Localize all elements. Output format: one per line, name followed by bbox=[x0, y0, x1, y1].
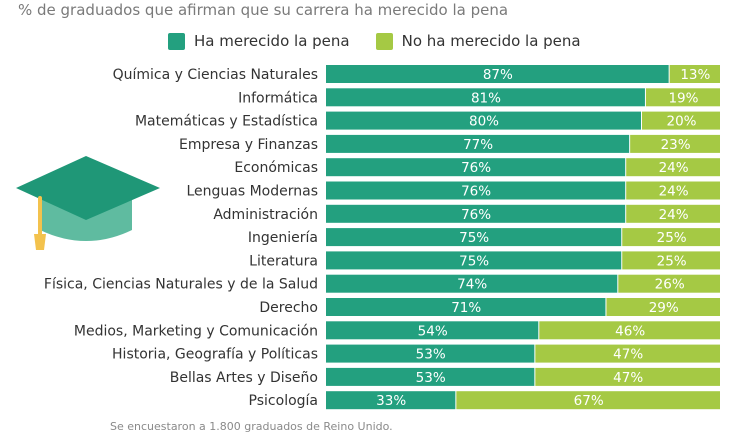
category-label-psicologia: Psicología bbox=[249, 393, 318, 409]
graduation-cap-icon bbox=[16, 156, 160, 250]
bar-negative-medios-marketing-y-comunicacion bbox=[539, 321, 720, 340]
data-label-positive-fisica-ciencias-naturales-y-de-la-salud: 74% bbox=[457, 277, 487, 293]
bar-positive-bellas-artes-y-diseno bbox=[326, 367, 535, 386]
data-label-positive-psicologia: 33% bbox=[376, 393, 406, 409]
tassel-end bbox=[34, 234, 46, 250]
category-label-empresa-y-finanzas: Empresa y Finanzas bbox=[179, 137, 318, 153]
category-label-quimica-y-ciencias-naturales: Química y Ciencias Naturales bbox=[113, 67, 318, 83]
bar-positive-medios-marketing-y-comunicacion bbox=[326, 321, 539, 340]
data-label-positive-bellas-artes-y-diseno: 53% bbox=[416, 370, 446, 386]
bar-negative-literatura bbox=[622, 251, 720, 270]
bar-negative-ingenieria bbox=[622, 228, 720, 247]
data-label-positive-derecho: 71% bbox=[451, 300, 481, 316]
bar-positive-quimica-y-ciencias-naturales bbox=[326, 65, 669, 83]
data-label-negative-economicas: 24% bbox=[659, 160, 689, 176]
data-label-positive-ingenieria: 75% bbox=[459, 230, 489, 246]
cap-board bbox=[16, 156, 160, 220]
data-label-negative-literatura: 25% bbox=[657, 253, 687, 269]
legend-swatch-positive bbox=[168, 32, 185, 50]
data-label-positive-informatica: 81% bbox=[471, 90, 501, 106]
category-label-matematicas-y-estadistica: Matemáticas y Estadística bbox=[135, 114, 318, 130]
chart-subtitle: % de graduados que afirman que su carrer… bbox=[18, 1, 509, 19]
bar-positive-ingenieria bbox=[326, 228, 622, 247]
data-label-positive-historia-geografia-y-politicas: 53% bbox=[416, 347, 446, 363]
bar-positive-empresa-y-finanzas bbox=[326, 134, 630, 153]
bar-negative-lenguas-modernas bbox=[626, 181, 720, 200]
bar-positive-lenguas-modernas bbox=[326, 181, 626, 200]
bar-negative-fisica-ciencias-naturales-y-de-la-salud bbox=[618, 274, 720, 293]
data-label-negative-historia-geografia-y-politicas: 47% bbox=[613, 347, 643, 363]
data-label-positive-lenguas-modernas: 76% bbox=[461, 184, 491, 200]
legend-item-negative: No ha merecido la pena bbox=[375, 32, 581, 50]
bar-negative-economicas bbox=[626, 158, 720, 177]
legend: Ha merecido la pena No ha merecido la pe… bbox=[168, 31, 607, 51]
data-label-negative-psicologia: 67% bbox=[574, 393, 604, 409]
legend-item-positive: Ha merecido la pena bbox=[168, 32, 350, 50]
bar-positive-historia-geografia-y-politicas bbox=[326, 344, 535, 363]
bar-negative-derecho bbox=[606, 298, 720, 316]
data-label-negative-ingenieria: 25% bbox=[657, 230, 687, 246]
data-label-negative-bellas-artes-y-diseno: 47% bbox=[613, 370, 643, 386]
legend-label-positive: Ha merecido la pena bbox=[194, 32, 350, 50]
data-label-negative-empresa-y-finanzas: 23% bbox=[661, 137, 691, 153]
bar-positive-psicologia bbox=[326, 391, 456, 410]
bar-positive-literatura bbox=[326, 251, 622, 270]
data-label-positive-administracion: 76% bbox=[461, 207, 491, 223]
bar-positive-fisica-ciencias-naturales-y-de-la-salud bbox=[326, 274, 618, 293]
data-label-positive-literatura: 75% bbox=[459, 253, 489, 269]
legend-swatch-negative bbox=[375, 32, 393, 50]
data-label-positive-empresa-y-finanzas: 77% bbox=[463, 137, 493, 153]
category-label-administracion: Administración bbox=[213, 207, 318, 223]
data-label-negative-medios-marketing-y-comunicacion: 46% bbox=[615, 323, 645, 339]
category-label-informatica: Informática bbox=[238, 90, 318, 106]
legend-label-negative: No ha merecido la pena bbox=[401, 32, 581, 50]
bar-negative-matematicas-y-estadistica bbox=[642, 111, 720, 130]
category-label-economicas: Económicas bbox=[234, 160, 318, 176]
bar-negative-quimica-y-ciencias-naturales bbox=[669, 65, 720, 83]
data-label-negative-administracion: 24% bbox=[659, 207, 689, 223]
category-label-bellas-artes-y-diseno: Bellas Artes y Diseño bbox=[170, 370, 318, 386]
category-label-fisica-ciencias-naturales-y-de-la-salud: Física, Ciencias Naturales y de la Salud bbox=[44, 277, 318, 293]
data-label-positive-quimica-y-ciencias-naturales: 87% bbox=[483, 67, 513, 83]
data-label-negative-lenguas-modernas: 24% bbox=[659, 184, 689, 200]
category-label-ingenieria: Ingeniería bbox=[248, 230, 318, 246]
category-label-lenguas-modernas: Lenguas Modernas bbox=[186, 184, 318, 200]
category-label-literatura: Literatura bbox=[249, 253, 318, 269]
data-label-positive-medios-marketing-y-comunicacion: 54% bbox=[418, 323, 448, 339]
category-label-historia-geografia-y-politicas: Historia, Geografía y Políticas bbox=[112, 347, 318, 363]
data-label-negative-fisica-ciencias-naturales-y-de-la-salud: 26% bbox=[655, 277, 685, 293]
data-label-positive-economicas: 76% bbox=[461, 160, 491, 176]
bar-negative-administracion bbox=[626, 204, 720, 223]
data-label-negative-informatica: 19% bbox=[668, 90, 698, 106]
bar-negative-psicologia bbox=[456, 391, 720, 410]
bar-negative-historia-geografia-y-politicas bbox=[535, 344, 720, 363]
footnote: Se encuestaron a 1.800 graduados de Rein… bbox=[110, 420, 393, 433]
category-label-derecho: Derecho bbox=[259, 300, 318, 316]
bar-negative-empresa-y-finanzas bbox=[630, 134, 720, 153]
bar-negative-bellas-artes-y-diseno bbox=[535, 367, 720, 386]
bar-positive-matematicas-y-estadistica bbox=[326, 111, 641, 130]
data-label-negative-derecho: 29% bbox=[649, 300, 679, 316]
category-label-medios-marketing-y-comunicacion: Medios, Marketing y Comunicación bbox=[74, 323, 318, 339]
bar-negative-informatica bbox=[645, 88, 720, 107]
bar-positive-derecho bbox=[326, 298, 606, 316]
bar-positive-informatica bbox=[326, 88, 645, 107]
bar-positive-administracion bbox=[326, 204, 626, 223]
data-label-negative-matematicas-y-estadistica: 20% bbox=[666, 114, 696, 130]
bar-positive-economicas bbox=[326, 158, 626, 177]
data-label-positive-matematicas-y-estadistica: 80% bbox=[469, 114, 499, 130]
data-label-negative-quimica-y-ciencias-naturales: 13% bbox=[680, 67, 710, 83]
